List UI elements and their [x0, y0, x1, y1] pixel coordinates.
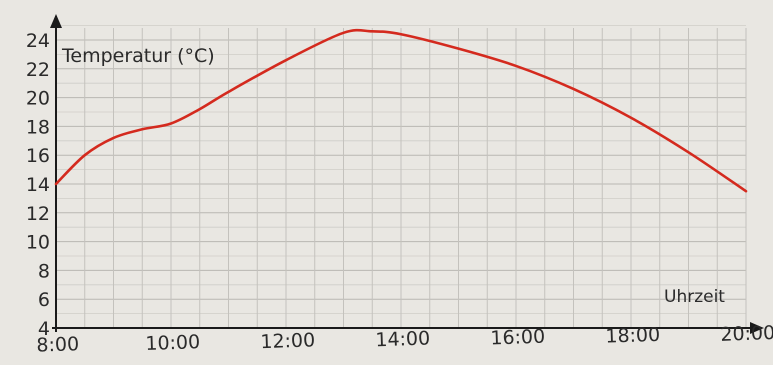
y-tick-label: 4: [38, 318, 50, 340]
y-tick-label: 18: [26, 116, 50, 138]
x-tick-label: 8:00: [36, 333, 79, 356]
x-tick-label: 20:00: [720, 322, 773, 346]
x-axis-label: Uhrzeit: [664, 287, 725, 307]
x-tick-label: 12:00: [260, 329, 316, 353]
x-tick-label: 18:00: [605, 324, 661, 348]
y-tick-label: 12: [26, 203, 50, 225]
y-tick-label: 6: [38, 289, 50, 311]
series-line-temperature: [54, 28, 748, 193]
series-layer: [54, 28, 748, 193]
x-tick-label: 14:00: [375, 327, 431, 351]
x-tick-label: 16:00: [490, 326, 546, 350]
y-tick-label: 10: [26, 232, 50, 254]
y-axis-label: Temperatur (°C): [61, 45, 215, 67]
y-tick-label: 8: [38, 260, 50, 282]
y-tick-label: 20: [26, 88, 50, 110]
grid: [56, 25, 747, 328]
y-axis-arrow: [50, 14, 62, 28]
y-tick-label: 24: [26, 30, 50, 52]
y-tick-label: 14: [26, 174, 50, 196]
x-axis-arrow: [750, 322, 764, 334]
x-tick-label: 10:00: [145, 331, 201, 355]
tick-labels: 4 6 8 10 12 14 16 18 20 22 24 8:00 10:00 12:00 14:00 16…: [26, 30, 773, 357]
y-tick-label: 22: [26, 59, 50, 81]
y-tick-label: 16: [26, 145, 50, 167]
axes: [50, 14, 764, 334]
